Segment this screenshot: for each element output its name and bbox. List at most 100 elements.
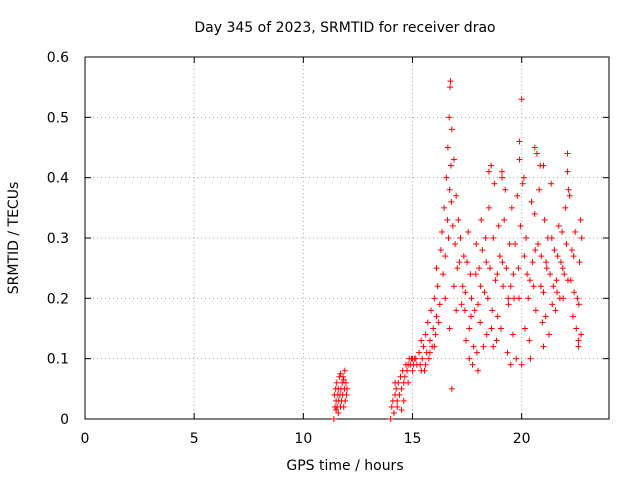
data-point: [512, 241, 519, 248]
data-point: [532, 307, 539, 314]
chart-title: Day 345 of 2023, SRMTID for receiver dra…: [194, 20, 495, 36]
data-point: [478, 216, 485, 223]
data-point: [441, 204, 448, 211]
data-point: [426, 349, 433, 356]
y-tick-label: 0.4: [47, 171, 69, 187]
data-point: [492, 277, 499, 284]
x-tick-labels: 0 5 10 15 20: [81, 431, 531, 447]
data-point: [575, 301, 582, 308]
y-tick-labels: 0 0.1 0.2 0.3 0.4 0.5 0.6: [47, 50, 69, 428]
data-point: [524, 271, 531, 278]
x-tick-label: 20: [513, 431, 531, 447]
data-point: [574, 295, 581, 302]
data-point: [528, 198, 535, 205]
data-point: [419, 355, 426, 362]
data-point: [487, 265, 494, 272]
data-point: [473, 241, 480, 248]
data-point: [501, 216, 508, 223]
axis-ticks: [84, 56, 609, 420]
data-point: [432, 331, 439, 338]
data-point: [517, 222, 524, 229]
data-point: [537, 283, 544, 290]
data-point: [575, 337, 582, 344]
data-point: [435, 319, 442, 326]
data-point: [495, 222, 502, 229]
data-point: [559, 265, 566, 272]
data-point: [511, 295, 518, 302]
data-point: [437, 247, 444, 254]
data-point: [496, 253, 503, 260]
y-tick-label: 0.1: [47, 352, 69, 368]
y-tick-label: 0.3: [47, 231, 69, 247]
data-point: [448, 126, 455, 133]
x-tick-label: 10: [294, 431, 312, 447]
data-point: [540, 289, 547, 296]
data-point: [484, 295, 491, 302]
data-point: [570, 253, 577, 260]
data-point: [576, 259, 583, 266]
data-point: [566, 192, 573, 199]
data-point: [547, 271, 554, 278]
data-point: [564, 168, 571, 175]
data-point: [505, 301, 512, 308]
data-point: [554, 253, 561, 260]
data-point: [572, 228, 579, 235]
data-point: [393, 385, 400, 392]
data-point: [455, 216, 462, 223]
data-point: [480, 343, 487, 350]
data-point: [541, 216, 548, 223]
data-point: [440, 271, 447, 278]
data-point: [422, 331, 429, 338]
data-point: [387, 416, 394, 422]
data-point: [499, 168, 506, 175]
data-point: [507, 361, 514, 368]
data-point: [420, 343, 427, 350]
data-point: [518, 96, 525, 103]
data-point: [433, 313, 440, 320]
data-point: [412, 355, 419, 362]
data-point: [521, 253, 528, 260]
data-point: [479, 247, 486, 254]
data-point: [519, 180, 526, 187]
data-point: [416, 349, 423, 356]
data-point: [446, 186, 453, 193]
data-point: [431, 295, 438, 302]
data-point: [333, 379, 340, 386]
data-point: [344, 385, 350, 392]
data-point: [436, 301, 443, 308]
data-point: [418, 367, 425, 374]
data-point: [573, 325, 580, 332]
data-point: [470, 343, 477, 350]
data-point: [337, 370, 344, 377]
data-point: [548, 180, 555, 187]
data-point: [452, 241, 459, 248]
data-point: [543, 259, 550, 266]
data-point: [559, 228, 566, 235]
data-point: [575, 343, 582, 350]
data-point: [453, 307, 460, 314]
data-point: [475, 367, 481, 374]
data-point: [526, 337, 533, 344]
data-point: [398, 385, 405, 392]
data-point: [536, 186, 543, 193]
data-point: [457, 235, 464, 241]
y-tick-label: 0.5: [47, 110, 69, 126]
data-point: [388, 403, 395, 410]
data-point: [454, 265, 461, 272]
data-point: [461, 307, 468, 314]
data-point: [448, 198, 455, 205]
x-tick-label: 5: [190, 431, 199, 447]
data-point: [459, 283, 466, 290]
data-point: [555, 222, 562, 229]
data-point: [550, 283, 557, 290]
data-point: [431, 343, 438, 350]
data-point: [523, 235, 530, 241]
data-point: [535, 241, 542, 248]
data-point: [565, 186, 572, 193]
data-point: [516, 138, 523, 145]
data-point: [564, 277, 571, 284]
data-point: [444, 144, 451, 151]
x-tick-label: 0: [81, 431, 90, 447]
data-point: [488, 325, 495, 332]
